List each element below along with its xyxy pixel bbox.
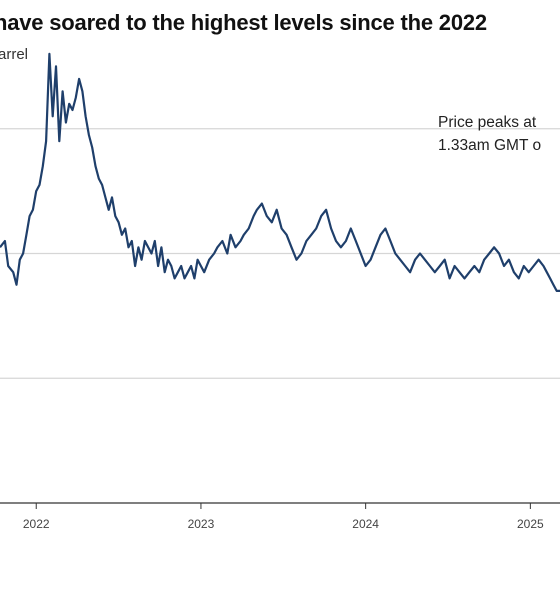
x-tick-label: 2024 xyxy=(352,517,379,531)
annotation-line-1: Price peaks at xyxy=(438,114,537,131)
chart-subtitle: arrel xyxy=(0,46,29,63)
chart-title: have soared to the highest levels since … xyxy=(0,10,487,35)
x-tick-label: 2023 xyxy=(188,517,215,531)
x-tick-label: 2022 xyxy=(23,517,50,531)
annotation-line-2: 1.33am GMT o xyxy=(438,137,541,154)
price-series-line xyxy=(0,52,560,292)
x-tick-label: 2025 xyxy=(517,517,544,531)
gridlines xyxy=(0,128,560,379)
x-axis-ticks: 2022 2023 2024 2025 xyxy=(23,503,544,531)
